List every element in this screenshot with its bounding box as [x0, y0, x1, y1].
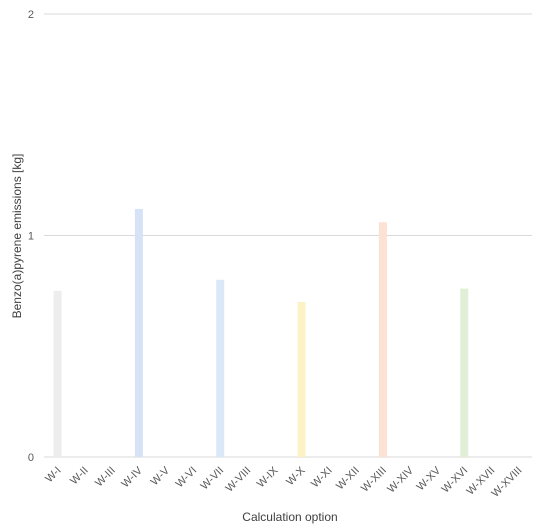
x-tick-label: W-XIV [385, 464, 416, 495]
x-tick-label: W-XV [415, 464, 444, 493]
y-tick-label: 1 [28, 231, 34, 243]
y-axis-title: Benzo(a)pyrene emissions [kg] [10, 154, 24, 319]
x-tick-label: W-VI [174, 465, 200, 491]
x-tick-label: W-V [149, 464, 173, 488]
x-tick-label: W-II [68, 465, 91, 488]
bars [53, 208, 469, 457]
x-tick-label: W-IV [119, 464, 145, 490]
bar-w-iv [134, 208, 143, 457]
x-tick-label: W-XIII [359, 465, 389, 495]
y-axis-ticks: 0 1 2 [28, 9, 34, 464]
bar-w-xvi [460, 288, 469, 457]
x-tick-label: W-IX [255, 464, 281, 490]
y-tick-label: 0 [28, 452, 34, 464]
x-tick-label: W-XII [334, 465, 362, 493]
x-tick-label: W-VIII [224, 465, 254, 495]
x-tick-label: W-III [93, 465, 118, 490]
bar-w-x [297, 301, 306, 457]
x-tick-label: W-XI [309, 465, 335, 491]
x-tick-label: W-XVIII [489, 465, 524, 500]
x-axis-title: Calculation option [242, 510, 337, 524]
bar-w-vii [216, 279, 225, 457]
y-tick-label: 2 [28, 9, 34, 21]
x-tick-label: W-I [43, 465, 63, 485]
bar-w-i [53, 290, 62, 457]
x-tick-label: W-VII [199, 465, 227, 493]
bar-w-xiii [378, 222, 387, 457]
gridlines [44, 13, 532, 458]
x-tick-label: W-X [284, 464, 308, 488]
